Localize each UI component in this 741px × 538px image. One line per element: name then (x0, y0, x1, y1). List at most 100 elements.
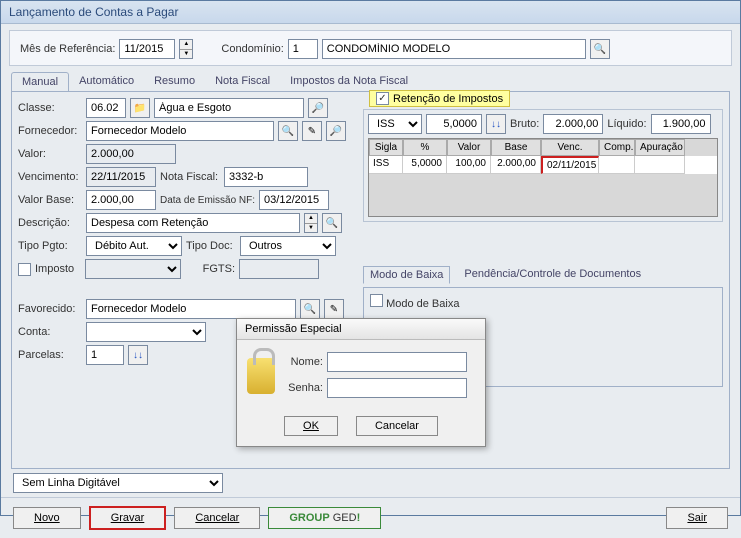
dialog-cancel-button[interactable]: Cancelar (356, 416, 438, 436)
parcelas-arrows-icon[interactable]: ↓↓ (128, 345, 148, 365)
tax-cell (599, 156, 635, 174)
novo-button[interactable]: Novo (13, 507, 81, 529)
imposto-checkbox[interactable] (18, 263, 31, 276)
folder-icon[interactable]: 📁 (130, 98, 150, 118)
emissao-input[interactable] (259, 190, 329, 210)
favorecido-label: Favorecido: (18, 303, 82, 315)
tax-col-header: Base (491, 139, 541, 156)
subtab-modo-baixa[interactable]: Modo de Baixa (363, 266, 450, 284)
fornecedor-input[interactable] (86, 121, 274, 141)
tax-col-header: Venc. (541, 139, 599, 156)
dialog-senha-label: Senha: (285, 382, 323, 394)
button-bar: Novo Gravar Cancelar GROUP GED! Sair (1, 497, 740, 538)
dialog-ok-button[interactable]: OK (284, 416, 338, 436)
classe-code[interactable] (86, 98, 126, 118)
retencao-arrows-icon[interactable]: ↓↓ (486, 114, 506, 134)
descricao-input[interactable] (86, 213, 300, 233)
gravar-button[interactable]: Gravar (89, 506, 167, 530)
retencao-percent[interactable] (426, 114, 482, 134)
binoculars-descricao-icon[interactable]: 🔍 (322, 213, 342, 233)
nf-input[interactable] (224, 167, 308, 187)
tipo-pgto-select[interactable]: Débito Aut. (86, 236, 182, 256)
valor-base-label: Valor Base: (18, 194, 82, 206)
fornecedor-label: Fornecedor: (18, 125, 82, 137)
imposto-select (85, 259, 181, 279)
retencao-table: Sigla%ValorBaseVenc.Comp.Apuração ISS5,0… (368, 138, 718, 217)
tax-col-header: Sigla (369, 139, 403, 156)
search-classe-icon[interactable]: 🔎 (308, 98, 328, 118)
fgts-input (239, 259, 319, 279)
search-fornecedor-icon[interactable]: 🔎 (326, 121, 346, 141)
permissao-dialog: Permissão Especial Nome: Senha: OK Cance… (236, 318, 486, 447)
tipo-doc-select[interactable]: Outros (240, 236, 336, 256)
lock-icon (247, 358, 275, 394)
modo-baixa-label: Modo de Baixa (386, 298, 459, 310)
valor-label: Valor: (18, 148, 82, 160)
retencao-tipo-select[interactable]: ISS (368, 114, 422, 134)
dialog-nome-label: Nome: (285, 356, 323, 368)
tab-resumo[interactable]: Resumo (144, 72, 205, 92)
tax-cell (635, 156, 685, 174)
tax-cell: ISS (369, 156, 403, 174)
group-ged-button[interactable]: GROUP GED! (268, 507, 381, 529)
window-title: Lançamento de Contas a Pagar (1, 1, 740, 24)
tax-cell: 2.000,00 (491, 156, 541, 174)
condominio-name[interactable] (322, 39, 586, 59)
mes-label: Mês de Referência: (20, 43, 115, 55)
mes-spinner[interactable]: ▲▼ (179, 39, 193, 59)
valor-base-input[interactable] (86, 190, 156, 210)
liquido-label: Líquido: (607, 118, 646, 130)
bottom-combo-row: Sem Linha Digitável (13, 473, 728, 493)
linha-digitavel-select[interactable]: Sem Linha Digitável (13, 473, 223, 493)
bruto-label: Bruto: (510, 118, 539, 130)
sub-tabs: Modo de Baixa Pendência/Controle de Docu… (363, 266, 723, 284)
dialog-senha-input[interactable] (327, 378, 467, 398)
tax-col-header: Apuração (635, 139, 685, 156)
condominio-num[interactable] (288, 39, 318, 59)
venc-input (86, 167, 156, 187)
tax-cell: 100,00 (447, 156, 491, 174)
tipo-doc-label: Tipo Doc: (186, 240, 236, 252)
tax-col-header: Valor (447, 139, 491, 156)
tab-automatico[interactable]: Automático (69, 72, 144, 92)
header-row: Mês de Referência: ▲▼ Condomínio: 🔍 (9, 30, 732, 66)
dialog-title: Permissão Especial (237, 319, 485, 340)
modo-baixa-checkbox[interactable] (370, 294, 383, 307)
imposto-label: Imposto (35, 263, 81, 275)
main-tabs: Manual Automático Resumo Nota Fiscal Imp… (11, 72, 730, 92)
binoculars-favorecido-icon[interactable]: 🔍 (300, 299, 320, 319)
tab-nota-fiscal[interactable]: Nota Fiscal (205, 72, 280, 92)
sair-button[interactable]: Sair (666, 507, 728, 529)
venc-label: Vencimento: (18, 171, 82, 183)
edit-fornecedor-icon[interactable]: ✎ (302, 121, 322, 141)
parcelas-input[interactable] (86, 345, 124, 365)
tab-manual[interactable]: Manual (11, 72, 69, 92)
tax-col-header: % (403, 139, 447, 156)
tab-impostos[interactable]: Impostos da Nota Fiscal (280, 72, 418, 92)
nf-label: Nota Fiscal: (160, 171, 220, 183)
bruto-input[interactable] (543, 114, 603, 134)
classe-text[interactable] (154, 98, 304, 118)
cancelar-button[interactable]: Cancelar (174, 507, 260, 529)
descricao-label: Descrição: (18, 217, 82, 229)
binoculars-icon[interactable]: 🔍 (590, 39, 610, 59)
edit-favorecido-icon[interactable]: ✎ (324, 299, 344, 319)
subtab-pendencia[interactable]: Pendência/Controle de Documentos (458, 266, 647, 284)
retencao-fieldset: Retenção de Impostos ISS ↓↓ Bruto: Líqui… (363, 98, 723, 222)
tax-cell: 02/11/2015 (541, 156, 599, 174)
parcelas-label: Parcelas: (18, 349, 82, 361)
retencao-checkbox[interactable] (376, 92, 389, 105)
binoculars-fornecedor-icon[interactable]: 🔍 (278, 121, 298, 141)
tax-col-header: Comp. (599, 139, 635, 156)
mes-input[interactable] (119, 39, 175, 59)
dialog-nome-input[interactable] (327, 352, 467, 372)
favorecido-input[interactable] (86, 299, 296, 319)
conta-select[interactable] (86, 322, 206, 342)
emissao-label: Data de Emissão NF: (160, 195, 255, 206)
liquido-input[interactable] (651, 114, 711, 134)
descricao-spinner[interactable]: ▲▼ (304, 213, 318, 233)
classe-label: Classe: (18, 102, 82, 114)
tipo-pgto-label: Tipo Pgto: (18, 240, 82, 252)
condominio-label: Condomínio: (221, 43, 283, 55)
conta-label: Conta: (18, 326, 82, 338)
